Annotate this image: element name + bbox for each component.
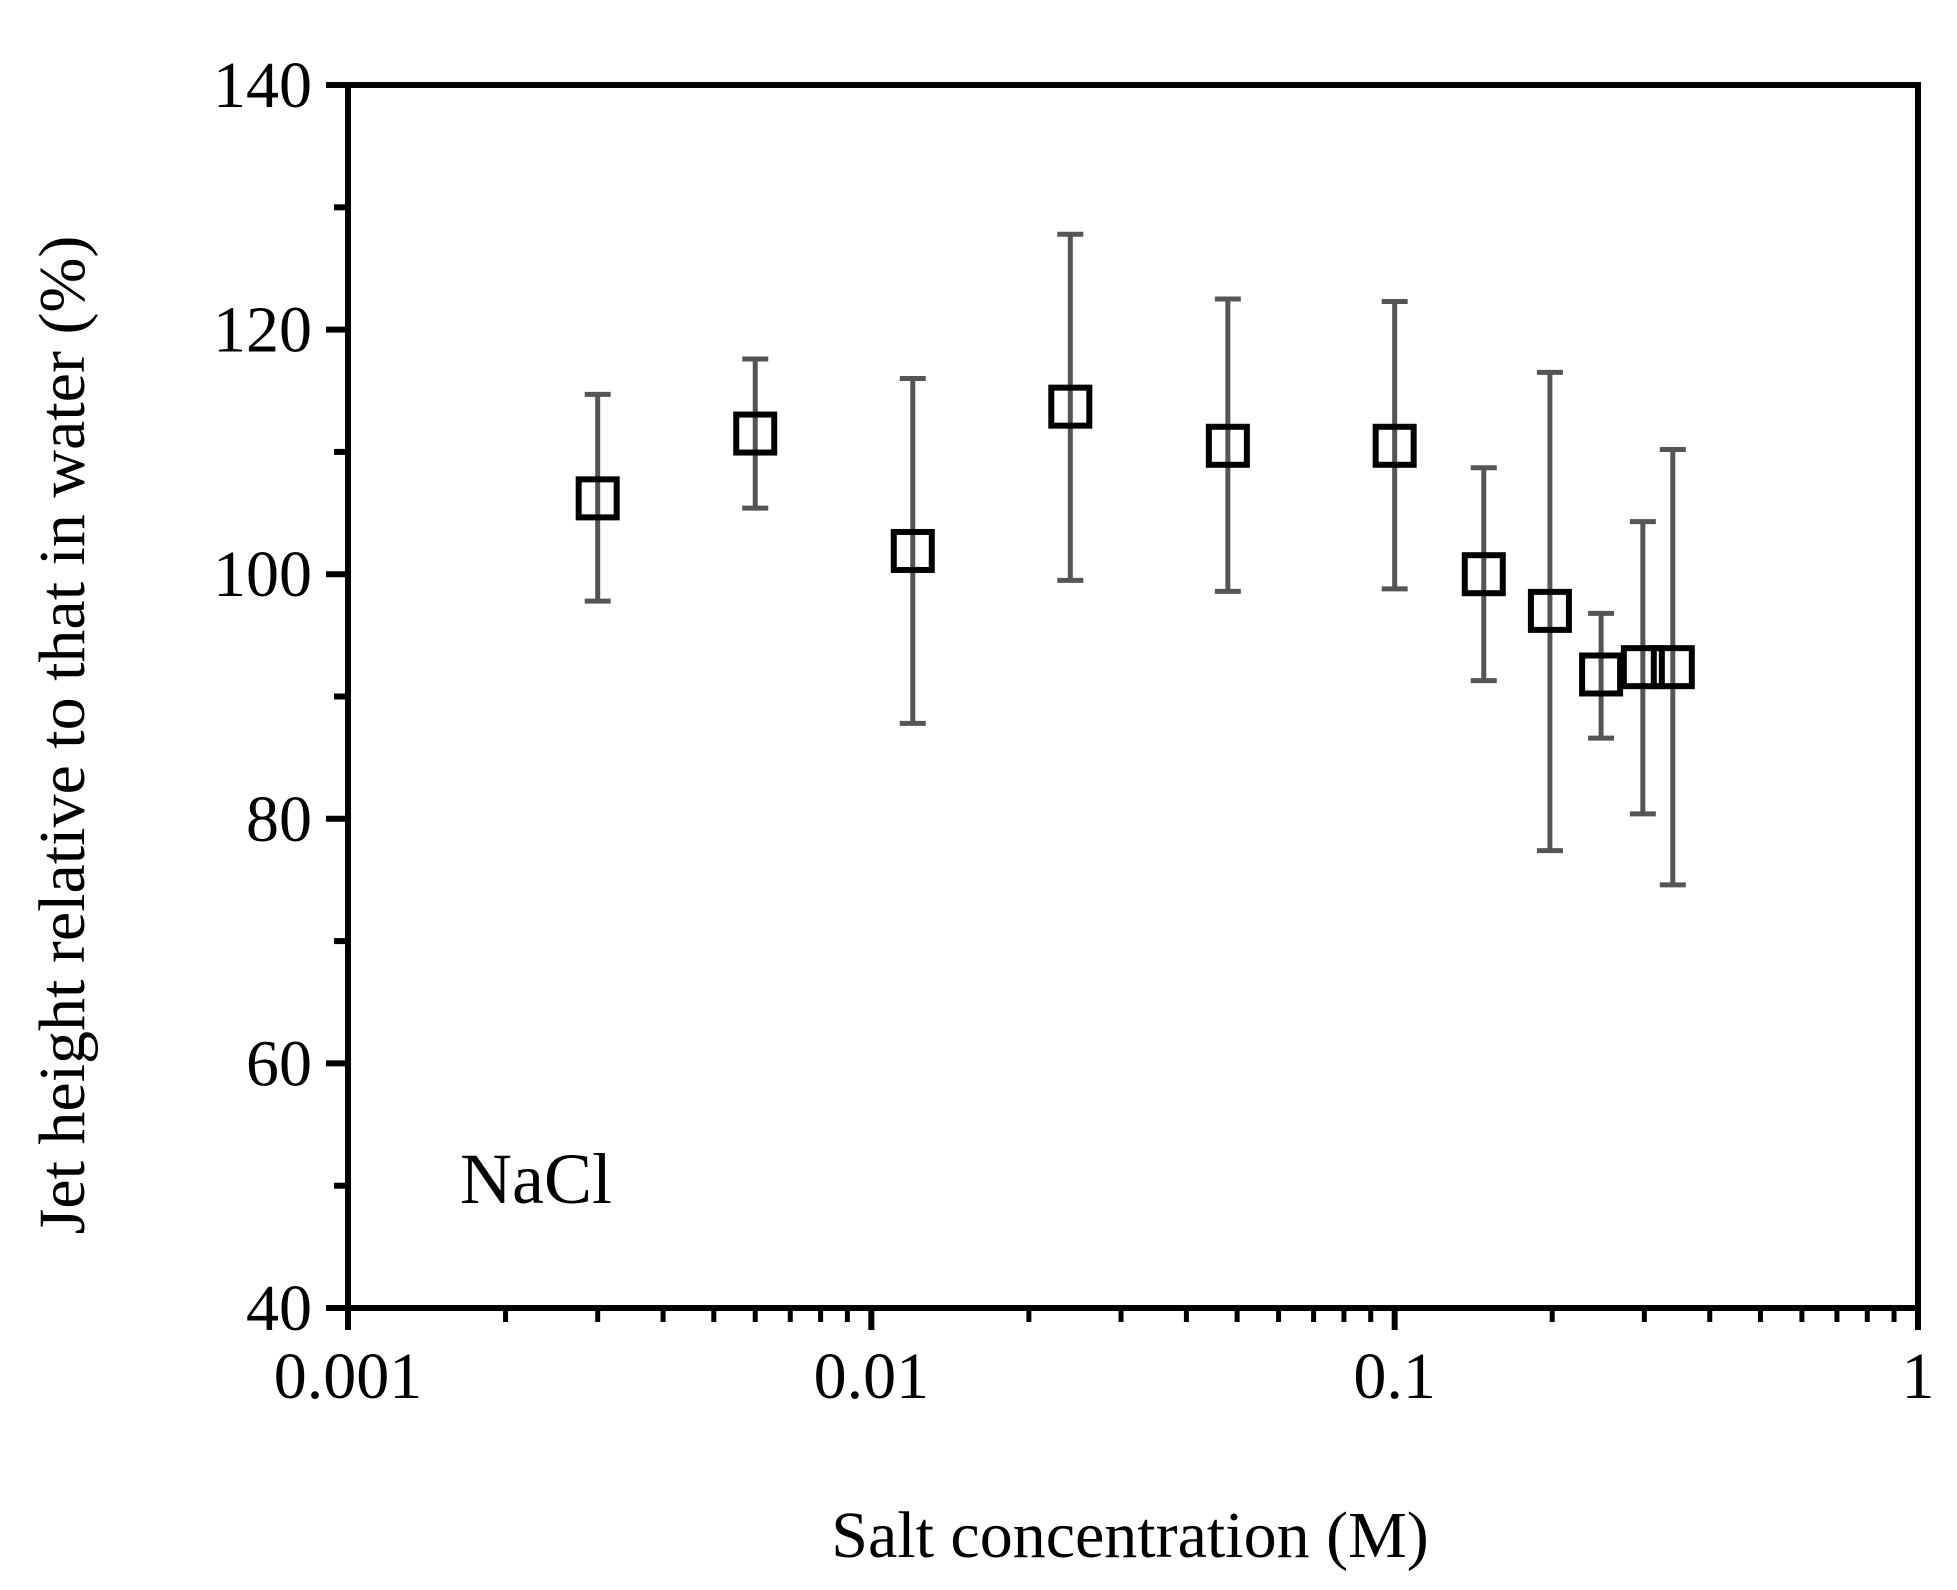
data-point bbox=[1579, 652, 1624, 697]
x-tick-label: 0.1 bbox=[1353, 1340, 1436, 1413]
plot-frame bbox=[345, 82, 1921, 1311]
x-tick-label: 0.01 bbox=[814, 1340, 930, 1413]
data-point bbox=[1461, 552, 1506, 597]
y-axis-title: Jet height relative to that in water (%) bbox=[26, 236, 99, 1235]
data-point bbox=[1372, 423, 1417, 468]
data-point bbox=[1205, 423, 1250, 468]
y-tick-label: 100 bbox=[213, 538, 312, 611]
y-tick-label: 80 bbox=[246, 783, 312, 856]
data-point bbox=[575, 476, 620, 521]
data-point bbox=[1527, 588, 1572, 633]
data-point bbox=[1620, 645, 1665, 690]
x-tick-label: 0.001 bbox=[274, 1340, 423, 1413]
y-tick-label: 40 bbox=[246, 1272, 312, 1345]
data-point bbox=[1650, 645, 1695, 690]
data-point bbox=[733, 411, 778, 456]
data-point bbox=[1048, 384, 1093, 429]
y-tick-label: 140 bbox=[213, 49, 312, 122]
x-tick-label: 1 bbox=[1902, 1340, 1935, 1413]
y-tick-label: 60 bbox=[246, 1027, 312, 1100]
series-annotation-label: NaCl bbox=[460, 1139, 612, 1219]
data-point bbox=[890, 528, 935, 573]
y-tick-label: 120 bbox=[213, 294, 312, 367]
x-axis-title: Salt concentration (M) bbox=[831, 1499, 1428, 1572]
